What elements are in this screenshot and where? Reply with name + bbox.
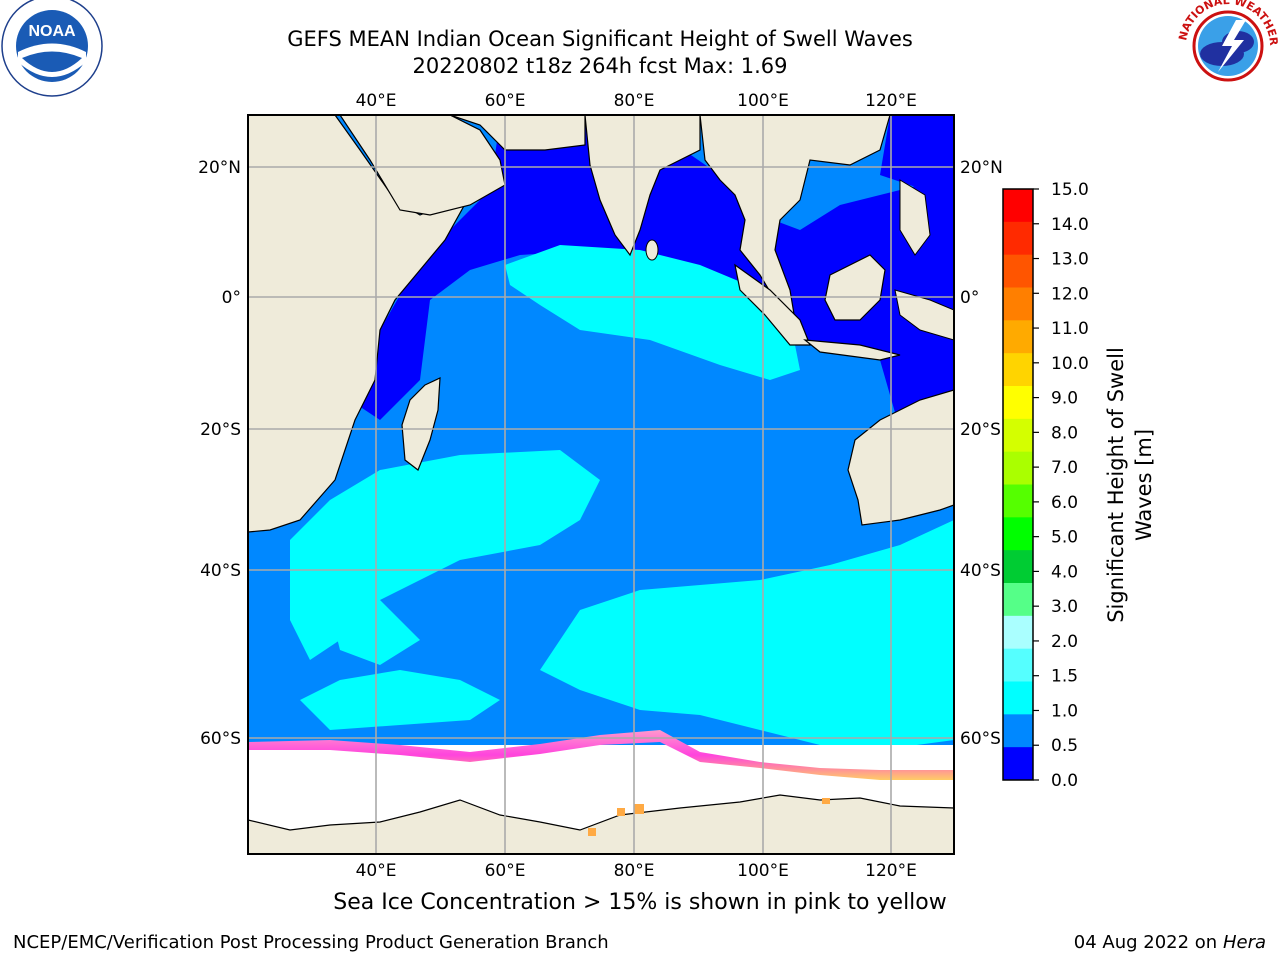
footer-credit: NCEP/EMC/Verification Post Processing Pr… <box>13 932 609 953</box>
colorbar-swatch <box>1003 714 1033 748</box>
lat-label-left: 20°N <box>198 158 241 178</box>
colorbar-swatch <box>1003 320 1033 354</box>
colorbar-swatch <box>1003 747 1033 781</box>
colorbar-tick-label: 11.0 <box>1051 319 1089 339</box>
colorbar-tick-label: 9.0 <box>1051 389 1078 409</box>
footer-machine: Hera <box>1222 932 1266 953</box>
graticule <box>248 115 954 854</box>
colorbar-tick-label: 5.0 <box>1051 528 1078 548</box>
colorbar-swatch <box>1003 287 1033 321</box>
lon-label-top: 100°E <box>737 91 789 111</box>
chart-subtitle: 20220802 t18z 264h fcst Max: 1.69 <box>412 54 788 78</box>
colorbar-swatch <box>1003 681 1033 715</box>
lat-label-right: 40°S <box>960 561 1001 581</box>
colorbar-swatch <box>1003 615 1033 650</box>
colorbar-swatch <box>1003 583 1033 617</box>
colorbar-tick-label: 7.0 <box>1051 458 1078 478</box>
colorbar-tick-label: 12.0 <box>1051 284 1089 304</box>
lon-label-bottom: 80°E <box>614 861 655 881</box>
lon-label-top: 120°E <box>865 91 917 111</box>
colorbar-swatch <box>1003 517 1033 551</box>
nws-logo: NATIONAL WEATHER SERVICE <box>0 0 1280 94</box>
colorbar-tick-label: 2.0 <box>1051 632 1078 652</box>
nws-ring-text: NATIONAL WEATHER SERVICE <box>0 0 1280 47</box>
colorbar-tick-label: 3.0 <box>1051 597 1078 617</box>
lon-label-bottom: 100°E <box>737 861 789 881</box>
lat-label-left: 40°S <box>200 561 241 581</box>
lon-label-top: 40°E <box>356 91 397 111</box>
colorbar-tick-label: 10.0 <box>1051 354 1089 374</box>
lat-label-right: 20°N <box>960 158 1003 178</box>
map-frame <box>247 114 955 855</box>
colorbar-tick-label: 15.0 <box>1051 180 1089 200</box>
lon-label-top: 80°E <box>614 91 655 111</box>
colorbar-swatch <box>1003 418 1033 453</box>
lon-label-bottom: 120°E <box>865 861 917 881</box>
colorbar-labels: 15.0 14.0 13.0 12.0 11.0 10.0 9.0 8.0 7.0 6.0 5.0 4… <box>1033 180 1089 791</box>
colorbar <box>1003 189 1033 781</box>
footer-date: 04 Aug 2022 on Hera <box>1074 932 1266 953</box>
colorbar-tick-label: 4.0 <box>1051 562 1078 582</box>
colorbar-swatch <box>1003 550 1033 584</box>
lat-label-right: 60°S <box>960 729 1001 749</box>
noaa-logo-text: NOAA <box>28 23 76 40</box>
colorbar-swatch <box>1003 189 1033 223</box>
lat-label-right: 20°S <box>960 420 1001 440</box>
lat-label-left: 0° <box>222 288 241 308</box>
colorbar-swatch <box>1003 386 1033 420</box>
colorbar-tick-label: 0.5 <box>1051 736 1078 756</box>
colorbar-swatch <box>1003 254 1033 288</box>
colorbar-tick-label: 13.0 <box>1051 250 1089 270</box>
noaa-logo: NOAA <box>1 0 103 97</box>
chart-title: GEFS MEAN Indian Ocean Significant Heigh… <box>287 27 913 51</box>
colorbar-swatch <box>1003 451 1033 485</box>
colorbar-swatch <box>1003 484 1033 518</box>
lon-label-bottom: 60°E <box>485 861 526 881</box>
colorbar-tick-label: 8.0 <box>1051 423 1078 443</box>
lon-label-top: 60°E <box>485 91 526 111</box>
colorbar-tick-label: 0.0 <box>1051 771 1078 791</box>
colorbar-tick-label: 14.0 <box>1051 215 1089 235</box>
footer-date-text: 04 Aug 2022 on <box>1073 932 1218 953</box>
colorbar-title-units: Waves [m] <box>1132 429 1156 541</box>
lat-label-left: 20°S <box>200 420 241 440</box>
lat-label-right: 0° <box>960 288 979 308</box>
colorbar-swatch <box>1003 648 1033 682</box>
colorbar-tick-label: 1.0 <box>1051 701 1078 721</box>
colorbar-swatch <box>1003 221 1033 256</box>
lat-label-left: 60°S <box>200 729 241 749</box>
sea-ice-note: Sea Ice Concentration > 15% is shown in … <box>333 890 947 915</box>
lon-label-bottom: 40°E <box>356 861 397 881</box>
colorbar-swatch <box>1003 353 1033 387</box>
colorbar-frame <box>1002 188 1034 781</box>
colorbar-title: Significant Height of Swell <box>1104 347 1128 623</box>
colorbar-tick-label: 1.5 <box>1051 667 1078 687</box>
map-area <box>248 115 954 854</box>
colorbar-tick-label: 6.0 <box>1051 493 1078 513</box>
